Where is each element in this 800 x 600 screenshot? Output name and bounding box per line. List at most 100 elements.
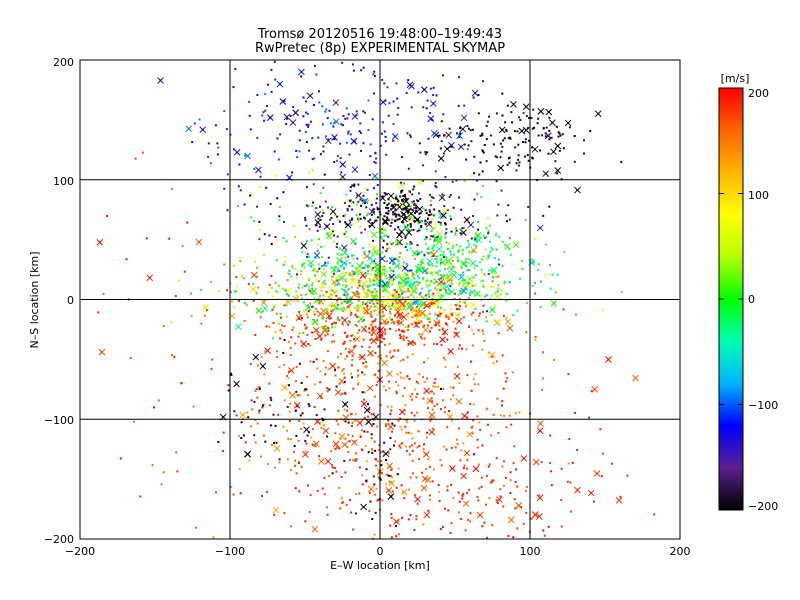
data-point [385,355,388,358]
data-point [291,171,294,174]
data-point [433,343,436,345]
data-point [334,214,337,217]
data-point [460,208,463,211]
data-point [270,242,273,245]
data-point [349,272,352,275]
data-point [313,104,315,106]
data-point [452,320,455,323]
data-point [380,315,383,318]
data-point [386,474,389,477]
data-cross [423,302,431,309]
data-point [317,217,320,220]
data-point [517,158,520,161]
data-point [413,185,416,188]
data-point [306,255,309,258]
data-point [441,74,444,77]
data-point [360,149,362,152]
data-point [423,337,426,340]
data-point [235,276,238,278]
data-point [376,313,379,316]
data-cross [405,229,413,236]
data-point [407,277,410,280]
data-point [452,277,455,280]
data-point [381,195,384,198]
data-point [256,205,258,208]
data-point [467,296,470,299]
data-point [370,311,373,313]
data-point [445,255,448,258]
data-point [278,366,281,369]
data-point [491,275,494,278]
data-point [413,203,416,206]
data-point [371,283,374,286]
data-point [357,281,360,284]
data-point [375,202,378,205]
data-point [386,270,389,273]
data-cross [396,203,403,211]
data-point [371,320,374,323]
data-point [389,327,392,330]
data-point [509,492,512,494]
data-point [360,204,362,207]
data-point [345,223,348,226]
data-point [480,280,482,283]
data-point [276,259,278,262]
data-point [549,462,552,465]
data-point [444,358,447,361]
data-point [464,279,466,282]
data-point [381,79,384,81]
data-point [361,345,363,348]
data-point [426,431,428,434]
data-point [324,325,327,327]
data-point [210,280,213,283]
data-point [316,270,319,273]
data-point [209,162,212,165]
data-point [454,297,456,300]
data-point [389,310,391,313]
data-cross [415,309,423,317]
data-point [536,122,539,125]
data-cross [400,277,407,285]
data-point [294,342,297,345]
data-point [426,357,429,360]
data-point [472,311,475,314]
data-point [357,183,360,186]
data-point [519,277,522,280]
data-point [223,110,226,112]
data-point [406,301,409,304]
data-point [383,202,386,204]
data-cross [312,326,320,334]
data-point [505,426,508,429]
data-point [469,520,472,523]
data-point [574,411,576,414]
colorbar-label: [m/s] [721,72,750,85]
data-point [583,152,585,155]
data-point [431,264,434,267]
data-point [226,209,229,212]
data-cross [413,321,420,329]
data-point [470,360,472,363]
data-point [497,332,500,335]
data-point [416,244,419,247]
data-cross [344,221,352,229]
data-point [374,151,377,154]
data-point [544,273,547,276]
data-point [415,283,417,286]
data-point [495,360,498,363]
data-point [341,124,344,127]
data-point [371,279,374,282]
data-cross [424,267,431,275]
data-point [356,309,359,312]
data-cross [313,297,320,304]
y-tick-label: 200 [53,56,74,69]
data-point [548,129,551,132]
data-point [398,217,401,220]
data-point [277,413,280,416]
data-point [267,291,270,293]
data-point [406,210,409,213]
data-point [380,404,382,407]
data-point [141,151,144,154]
data-cross [300,340,308,348]
data-cross [444,258,452,266]
data-point [319,295,321,297]
